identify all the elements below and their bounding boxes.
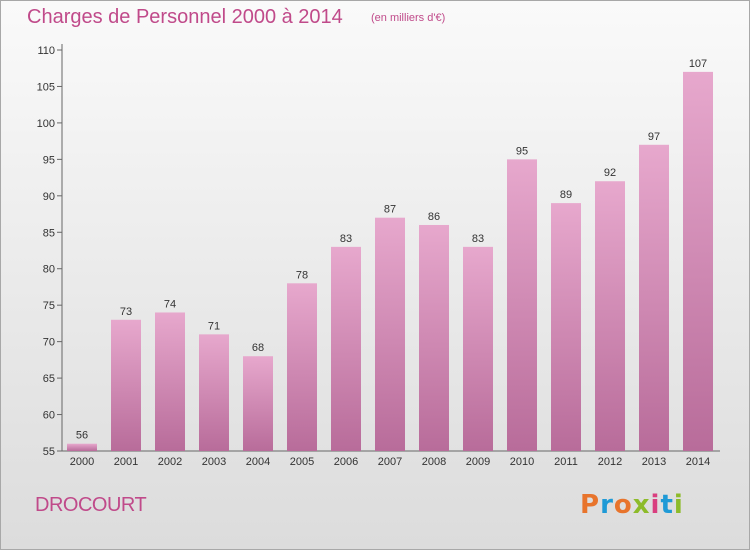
y-tick-label: 95 xyxy=(43,154,55,166)
bar-2003 xyxy=(199,334,229,451)
data-labels-group: 56 73 74 71 68 78 83 87 86 83 95 89 92 97 107 xyxy=(76,58,707,442)
bar-2011 xyxy=(551,203,581,451)
x-tick-label: 2012 xyxy=(598,456,622,468)
data-label-2006: 83 xyxy=(340,233,352,245)
logo-letter: P xyxy=(580,490,601,520)
bar-2005 xyxy=(287,283,317,451)
logo-letter: r xyxy=(600,490,614,520)
bar-2001 xyxy=(111,319,141,451)
x-tick-label: 2014 xyxy=(686,456,710,468)
logo-letter: i xyxy=(650,490,661,520)
chart-subtitle: (en milliers d'€) xyxy=(371,12,446,24)
data-label-2010: 95 xyxy=(516,145,528,157)
data-label-2014: 107 xyxy=(689,58,707,70)
x-tick-label: 2007 xyxy=(378,456,402,468)
bar-2009 xyxy=(463,246,493,451)
y-tick-label: 60 xyxy=(43,410,55,422)
x-tick-label: 2003 xyxy=(202,456,226,468)
data-label-2007: 87 xyxy=(384,204,396,216)
y-tick-label: 110 xyxy=(37,45,55,57)
x-tick-label: 2008 xyxy=(422,456,446,468)
data-label-2004: 68 xyxy=(252,342,264,354)
x-tick-label: 2009 xyxy=(466,456,490,468)
x-tick-label: 2006 xyxy=(334,456,358,468)
data-label-2011: 89 xyxy=(560,189,572,201)
y-tick-label: 55 xyxy=(43,446,55,458)
proxiti-logo: Proxiti xyxy=(580,490,684,520)
bar-2012 xyxy=(595,181,625,451)
bar-2000 xyxy=(67,443,97,451)
bar-2002 xyxy=(155,312,185,451)
data-label-2013: 97 xyxy=(648,131,660,143)
x-tick-label: 2011 xyxy=(554,456,578,468)
data-label-2003: 71 xyxy=(208,320,220,332)
bar-2014 xyxy=(683,71,713,451)
x-tick-label: 2002 xyxy=(158,456,182,468)
y-axis: 55 60 65 70 75 80 85 90 95 100 105 110 xyxy=(37,44,63,458)
logo-letter: i xyxy=(673,490,684,520)
logo-letter: x xyxy=(632,490,651,520)
logo-letter: t xyxy=(660,490,674,520)
data-label-2008: 86 xyxy=(428,211,440,223)
bar-2007 xyxy=(375,217,405,451)
data-label-2012: 92 xyxy=(604,167,616,179)
x-tick-label: 2010 xyxy=(510,456,534,468)
data-label-2005: 78 xyxy=(296,269,308,281)
x-tick-label: 2004 xyxy=(246,456,270,468)
data-label-2001: 73 xyxy=(120,306,132,318)
data-label-2009: 83 xyxy=(472,233,484,245)
data-label-2000: 56 xyxy=(76,430,88,442)
y-tick-label: 75 xyxy=(43,300,55,312)
x-tick-label: 2013 xyxy=(642,456,666,468)
logo-letter: o xyxy=(613,490,633,520)
bars-group xyxy=(67,71,713,452)
x-tick-label: 2005 xyxy=(290,456,314,468)
bar-2004 xyxy=(243,356,273,451)
y-tick-label: 70 xyxy=(43,337,55,349)
y-tick-label: 100 xyxy=(37,118,55,130)
x-axis: 2000 2001 2002 2003 2004 2005 2006 2007 2008 2009… xyxy=(62,450,720,468)
x-tick-label: 2000 xyxy=(70,456,94,468)
bar-2013 xyxy=(639,144,669,452)
y-tick-label: 80 xyxy=(43,264,55,276)
bar-2006 xyxy=(331,246,361,451)
data-label-2002: 74 xyxy=(164,298,176,310)
y-tick-label: 90 xyxy=(43,191,55,203)
town-name: DROCOURT xyxy=(35,494,147,516)
chart-title: Charges de Personnel 2000 à 2014 xyxy=(27,6,343,28)
bar-2010 xyxy=(507,159,537,451)
y-tick-label: 105 xyxy=(37,81,55,93)
y-tick-label: 85 xyxy=(43,227,55,239)
y-tick-label: 65 xyxy=(43,373,55,385)
x-tick-label: 2001 xyxy=(114,456,138,468)
bar-2008 xyxy=(419,224,449,451)
